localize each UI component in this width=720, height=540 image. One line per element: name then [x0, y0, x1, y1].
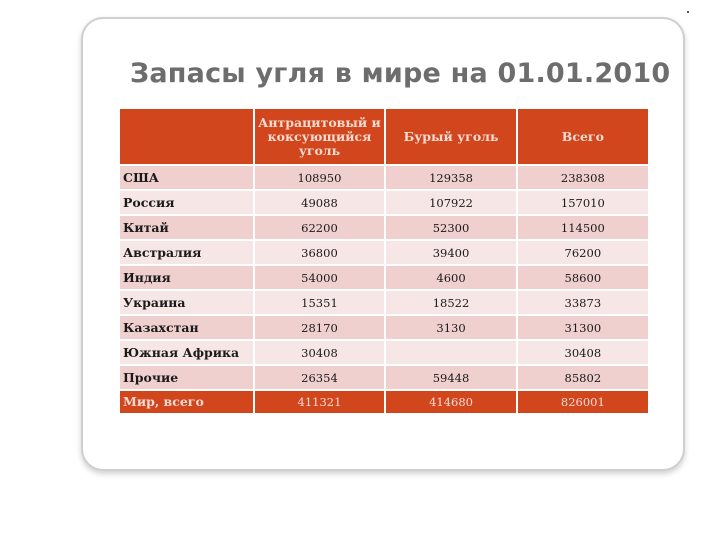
row-total: 76200: [515, 239, 651, 266]
row-country: Казахстан: [118, 314, 255, 341]
table-row: США 108950 129358 238308: [118, 164, 651, 191]
row-brown: 3130: [384, 314, 518, 341]
row-brown: 18522: [384, 289, 518, 316]
table-row: Австралия 36800 39400 76200: [118, 239, 651, 266]
row-anthracite: 62200: [252, 214, 387, 241]
row-anthracite: 30408: [252, 339, 387, 366]
table-row: Казахстан 28170 3130 31300: [118, 314, 651, 341]
header-country: [118, 107, 255, 166]
row-total: 58600: [515, 264, 651, 291]
table-row: Китай 62200 52300 114500: [118, 214, 651, 241]
table-header-row: Антрацитовый и коксующийся уголь Бурый у…: [118, 107, 651, 166]
row-brown: 4600: [384, 264, 518, 291]
slide-title: Запасы угля в мире на 01.01.2010: [130, 58, 671, 89]
row-brown: 52300: [384, 214, 518, 241]
row-brown: [384, 339, 518, 366]
table-row: Прочие 26354 59448 85802: [118, 364, 651, 391]
coal-reserves-table: Антрацитовый и коксующийся уголь Бурый у…: [118, 107, 651, 415]
table-row: Россия 49088 107922 157010: [118, 189, 651, 216]
row-country: Южная Африка: [118, 339, 255, 366]
row-anthracite: 26354: [252, 364, 387, 391]
row-total: 85802: [515, 364, 651, 391]
row-brown: 59448: [384, 364, 518, 391]
row-total: 114500: [515, 214, 651, 241]
row-anthracite: 54000: [252, 264, 387, 291]
footer-brown: 414680: [384, 389, 518, 415]
row-brown: 107922: [384, 189, 518, 216]
footer-total: 826001: [515, 389, 651, 415]
row-country: Украина: [118, 289, 255, 316]
row-country: Китай: [118, 214, 255, 241]
row-brown: 39400: [384, 239, 518, 266]
row-country: Прочие: [118, 364, 255, 391]
table-row: Южная Африка 30408 30408: [118, 339, 651, 366]
row-anthracite: 15351: [252, 289, 387, 316]
corner-dot: [687, 11, 689, 13]
footer-anthracite: 411321: [252, 389, 387, 415]
row-total: 238308: [515, 164, 651, 191]
row-anthracite: 49088: [252, 189, 387, 216]
row-country: США: [118, 164, 255, 191]
table-row: Украина 15351 18522 33873: [118, 289, 651, 316]
row-anthracite: 28170: [252, 314, 387, 341]
table-row: Индия 54000 4600 58600: [118, 264, 651, 291]
footer-country: Мир, всего: [118, 389, 255, 415]
row-total: 30408: [515, 339, 651, 366]
row-country: Австралия: [118, 239, 255, 266]
row-anthracite: 108950: [252, 164, 387, 191]
header-anthracite: Антрацитовый и коксующийся уголь: [252, 107, 387, 166]
table-footer-row: Мир, всего 411321 414680 826001: [118, 389, 651, 415]
row-country: Индия: [118, 264, 255, 291]
header-total: Всего: [515, 107, 651, 166]
row-total: 33873: [515, 289, 651, 316]
row-total: 157010: [515, 189, 651, 216]
row-total: 31300: [515, 314, 651, 341]
header-brown: Бурый уголь: [384, 107, 518, 166]
row-brown: 129358: [384, 164, 518, 191]
row-anthracite: 36800: [252, 239, 387, 266]
row-country: Россия: [118, 189, 255, 216]
